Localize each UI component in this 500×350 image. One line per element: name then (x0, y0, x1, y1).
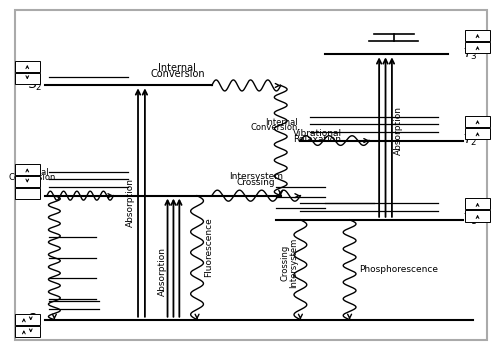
Text: $T_3$: $T_3$ (463, 47, 477, 62)
Bar (15, 176, 40, 187)
Bar (465, 116, 490, 127)
Text: Intersystem: Intersystem (229, 172, 283, 181)
Text: Conversion: Conversion (250, 123, 298, 132)
Text: Internal: Internal (266, 118, 298, 127)
Bar (465, 210, 490, 222)
Text: Internal: Internal (16, 168, 48, 177)
Bar (15, 73, 40, 84)
Text: Vibrational: Vibrational (293, 129, 342, 138)
Text: Relaxation: Relaxation (293, 135, 341, 144)
Bar (465, 128, 490, 139)
Text: Absorption: Absorption (126, 178, 135, 227)
Text: Absorption: Absorption (158, 247, 167, 296)
Bar (465, 198, 490, 209)
Text: $T_1$: $T_1$ (463, 212, 477, 228)
Text: $S_1$: $S_1$ (28, 188, 42, 203)
Text: Crossing: Crossing (280, 245, 289, 281)
FancyBboxPatch shape (15, 10, 488, 340)
Text: Phosphorescence: Phosphorescence (360, 265, 438, 274)
Bar (465, 42, 490, 53)
Text: Fluorescence: Fluorescence (204, 217, 214, 277)
Text: Intersystem: Intersystem (289, 238, 298, 288)
Bar (15, 61, 40, 72)
Text: $S_0$: $S_0$ (27, 312, 42, 327)
Text: Internal: Internal (158, 63, 196, 74)
Bar (465, 30, 490, 41)
Bar (15, 314, 40, 325)
Bar (15, 326, 40, 337)
Text: Conversion: Conversion (150, 69, 204, 78)
Text: Crossing: Crossing (237, 178, 276, 187)
Text: $T_2$: $T_2$ (463, 133, 477, 148)
Text: $S_2$: $S_2$ (28, 78, 42, 93)
Text: Conversion: Conversion (8, 173, 56, 182)
Bar (15, 164, 40, 175)
Bar (15, 188, 40, 199)
Text: Absorption: Absorption (394, 106, 404, 155)
